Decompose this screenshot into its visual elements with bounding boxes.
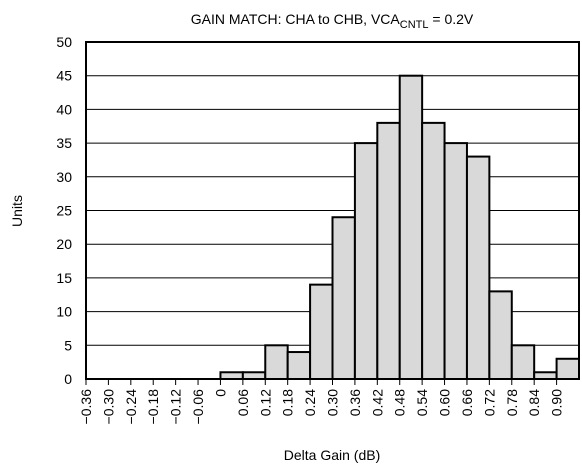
y-tick-label: 45 [56, 68, 72, 84]
y-tick-label: 25 [56, 203, 72, 219]
y-tick-label: 30 [56, 169, 72, 185]
x-tick-label: 0.24 [302, 389, 318, 416]
x-tick-label: 0 [212, 389, 228, 397]
x-tick-label: −0.36 [78, 389, 94, 425]
bar [264, 344, 289, 380]
y-tick-label: 5 [64, 337, 72, 353]
y-axis-label: Units [9, 195, 25, 227]
y-tick-label: 10 [56, 304, 72, 320]
bar [286, 351, 312, 381]
x-tick-label: 0.12 [257, 389, 273, 416]
x-tick-label: 0.72 [481, 389, 497, 416]
bar [443, 142, 468, 380]
bar [219, 371, 244, 381]
x-tick-label: 0.18 [280, 389, 296, 416]
bar [421, 121, 446, 380]
y-tick-labels: 0 5 10 15 20 25 30 35 40 45 50 [56, 34, 72, 387]
x-tick-label: −0.18 [145, 389, 161, 425]
x-tick-label: −0.30 [100, 389, 116, 425]
x-tick-label: 0.06 [235, 389, 251, 416]
bar [309, 283, 334, 381]
x-tick-label: 0.66 [459, 389, 475, 416]
x-tick-label: 0.60 [437, 389, 453, 416]
x-tick-label: −0.24 [123, 389, 139, 425]
y-tick-label: 0 [64, 371, 72, 387]
y-tick-label: 40 [56, 101, 72, 117]
x-tick-label: 0.78 [504, 389, 520, 416]
x-tick-label: 0.90 [549, 389, 565, 416]
x-tick-label: 0.84 [526, 389, 542, 416]
bar [488, 290, 513, 381]
x-axis-label: Delta Gain (dB) [284, 447, 380, 463]
x-tick-label: 0.30 [325, 389, 341, 416]
y-tick-label: 35 [56, 135, 72, 151]
bars [219, 74, 580, 381]
bar [398, 74, 424, 380]
x-tick-label: 0.48 [392, 389, 408, 416]
bar [241, 371, 267, 381]
x-tick-label: 0.54 [414, 389, 430, 416]
x-tick-labels: −0.36 −0.30 −0.24 −0.18 −0.12 −0.06 0 0.06 0.12 0… [78, 379, 565, 424]
chart-title: GAIN MATCH: CHA to CHB, VCACNTL = 0.2V [191, 11, 474, 31]
bar [465, 155, 491, 380]
y-tick-label: 15 [56, 270, 72, 286]
x-tick-label: 0.42 [369, 389, 385, 416]
grid-lines [86, 75, 579, 346]
bar [376, 121, 401, 380]
x-tick-label: −0.06 [190, 389, 206, 425]
y-tick-label: 50 [56, 34, 72, 50]
x-tick-label: 0.36 [347, 389, 363, 416]
bar [555, 357, 580, 380]
bar [533, 371, 558, 381]
bar [331, 216, 356, 380]
y-tick-label: 20 [56, 236, 72, 252]
bar [510, 344, 536, 380]
bar [353, 142, 379, 380]
x-tick-label: −0.12 [168, 389, 184, 425]
